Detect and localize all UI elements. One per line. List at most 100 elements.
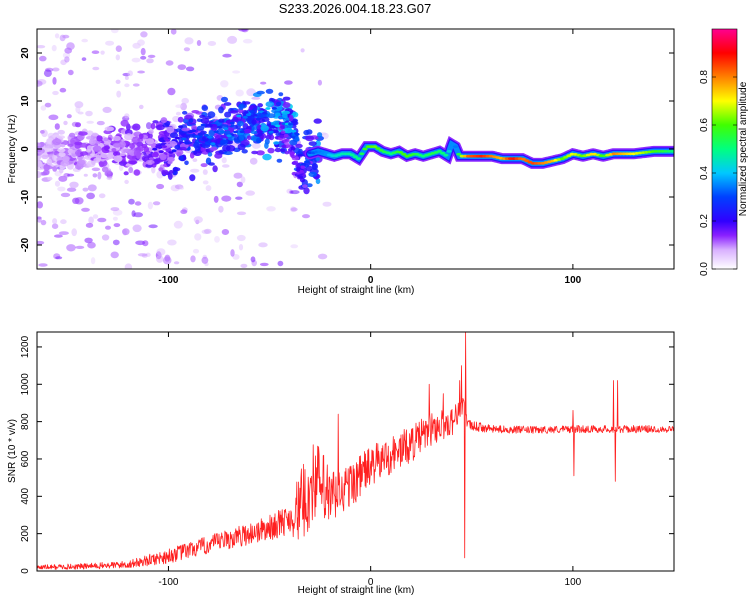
spectrogram-cell bbox=[303, 129, 310, 136]
spectrogram-cell bbox=[113, 223, 121, 228]
spectrogram-cell bbox=[129, 143, 136, 150]
spectrogram-cell bbox=[295, 168, 301, 172]
spectrogram-peak bbox=[148, 157, 155, 161]
spectrogram-cell bbox=[201, 256, 209, 264]
y-tick-label: -10 bbox=[20, 189, 31, 204]
spectrogram-cell bbox=[191, 110, 200, 114]
spectrogram-cell bbox=[302, 214, 310, 219]
y-tick-label: 600 bbox=[20, 450, 31, 467]
colorbar-tick-label: 0.4 bbox=[699, 166, 710, 180]
spectrogram-cell bbox=[112, 135, 121, 141]
spectrogram-cell bbox=[175, 104, 183, 108]
spectrogram-cell bbox=[64, 56, 70, 63]
spectrogram-cell bbox=[179, 146, 187, 151]
spectrogram-cell bbox=[134, 201, 142, 206]
spectrogram-cell bbox=[57, 129, 65, 135]
spectrogram-cell bbox=[97, 171, 102, 180]
spectrogram-cell bbox=[110, 207, 120, 212]
spectrogram-cell bbox=[169, 170, 174, 174]
spectrogram-cell bbox=[322, 201, 332, 207]
spectrogram-cell bbox=[213, 195, 219, 203]
spectrogram-cell bbox=[55, 256, 63, 260]
spectrogram-cell bbox=[283, 127, 293, 134]
spectrogram-peak bbox=[152, 147, 158, 151]
bottom-y-axis-label: SNR (10 * v/v) bbox=[7, 419, 18, 483]
spectrogram-cell bbox=[106, 176, 113, 181]
spectrogram-cell bbox=[75, 245, 85, 249]
spectrogram-peak bbox=[446, 150, 452, 153]
spectrogram-cell bbox=[98, 193, 106, 199]
spectrogram-cell bbox=[238, 134, 245, 141]
spectrogram-cell bbox=[112, 239, 120, 246]
spectrogram-cell bbox=[66, 187, 77, 192]
spectrogram-peak bbox=[288, 122, 294, 126]
spectrogram-cell bbox=[202, 169, 208, 175]
spectrogram-cell bbox=[132, 83, 140, 87]
spectrogram-cell bbox=[276, 158, 283, 163]
spectrogram-cell bbox=[302, 184, 308, 189]
spectrogram-cell bbox=[193, 216, 203, 224]
spectrogram-cell bbox=[189, 174, 196, 182]
spectrogram-cell bbox=[177, 64, 187, 70]
spectrogram-cell bbox=[181, 127, 191, 132]
spectrogram-cell bbox=[52, 90, 59, 96]
spectrogram-cell bbox=[165, 60, 174, 66]
spectrogram-cell bbox=[62, 155, 70, 163]
spectrogram-peak bbox=[304, 160, 310, 164]
spectrogram-cell bbox=[209, 146, 218, 151]
top-y-ticks: -20 -10 0 10 20 bbox=[20, 47, 674, 252]
spectrogram-cell bbox=[196, 125, 205, 131]
spectrogram-cell bbox=[156, 183, 165, 190]
y-tick-label: 20 bbox=[20, 47, 31, 59]
spectrogram-cell bbox=[284, 141, 289, 146]
spectrogram-cell bbox=[235, 89, 244, 97]
spectrogram-cell bbox=[242, 38, 253, 44]
y-tick-label: 800 bbox=[20, 413, 31, 430]
spectrogram-cell bbox=[194, 145, 201, 152]
spectrogram-cell bbox=[167, 239, 177, 246]
spectrogram-cell bbox=[40, 130, 45, 134]
spectrogram-cell bbox=[90, 257, 96, 265]
spectrogram-peak bbox=[372, 145, 378, 149]
top-y-axis-label: Frequency (Hz) bbox=[7, 115, 18, 184]
spectrogram-cell bbox=[236, 181, 243, 188]
spectrogram-cell bbox=[230, 249, 235, 257]
spectrogram-cell bbox=[173, 261, 180, 265]
spectrogram-cell bbox=[85, 110, 93, 117]
spectrogram-cell bbox=[52, 138, 62, 145]
spectrogram-cell bbox=[66, 114, 72, 119]
spectrogram-peak bbox=[245, 113, 252, 117]
spectrogram-cell bbox=[222, 53, 232, 58]
snr-panel: -100 0 100 0 200 400 600 800 1000 1200 Height of… bbox=[7, 331, 675, 596]
spectrogram-cell bbox=[194, 233, 202, 241]
spectrogram-cell bbox=[167, 172, 173, 180]
spectrogram-cell bbox=[132, 123, 141, 131]
y-tick-label: 200 bbox=[20, 525, 31, 542]
spectrogram-cell bbox=[229, 110, 239, 114]
spectrogram-cell bbox=[207, 41, 217, 46]
spectrogram-cell bbox=[256, 150, 265, 156]
spectrogram-cell bbox=[258, 242, 268, 248]
spectrogram-cell bbox=[207, 111, 216, 118]
spectrogram-cell bbox=[128, 198, 135, 205]
spectrogram-peak bbox=[161, 145, 167, 149]
spectrogram-cell bbox=[87, 184, 97, 192]
spectrogram-cell bbox=[264, 142, 269, 149]
spectrogram-peak bbox=[265, 107, 271, 110]
spectrogram-peak bbox=[181, 137, 187, 141]
spectrogram-cell bbox=[87, 241, 96, 249]
spectrogram-cell bbox=[221, 229, 230, 235]
spectrogram-cell bbox=[76, 159, 86, 167]
spectrogram-peak bbox=[165, 138, 171, 142]
spectrogram-peak bbox=[349, 153, 355, 157]
spectrogram-cell bbox=[138, 133, 144, 140]
spectrogram-cell bbox=[38, 263, 48, 267]
spectrogram-cell bbox=[235, 196, 243, 200]
spectrogram-peak bbox=[300, 162, 307, 166]
colorbar-tick-label: 0.0 bbox=[699, 262, 710, 276]
spectrogram-peak bbox=[291, 129, 297, 133]
spectrogram-cell bbox=[111, 29, 119, 34]
spectrogram-cell bbox=[236, 234, 246, 242]
spectrogram-cell bbox=[79, 151, 89, 156]
